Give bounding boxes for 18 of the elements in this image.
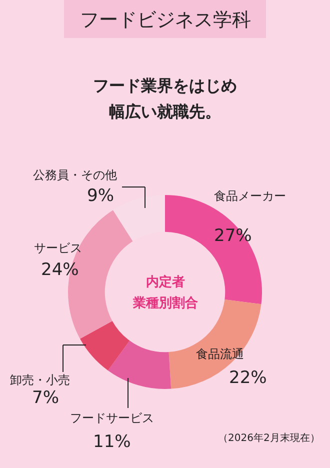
chart-subtitle: フード業界をはじめ幅広い就職先。 [92,75,238,123]
slice-label: 公務員・その他 [33,168,117,182]
data-label: 22% [229,368,267,388]
text: 内定者 [146,274,185,290]
data-label: 9% [87,186,114,206]
donut-slice [108,340,172,389]
slice-label: 食品メーカー [214,189,286,203]
chart-title: フードビジネス学科 [80,9,251,31]
text: （2026年2月末現在） [218,432,320,444]
data-label: 24% [41,260,79,280]
slice-label: サービス [34,241,82,255]
donut-slice [80,320,130,370]
slice-label: フードサービス [70,411,154,425]
text: 業種別割合 [132,295,198,311]
slice-label: 卸売・小売 [10,373,70,387]
slice-label: 食品流通 [196,347,244,361]
data-label: 7% [32,388,59,408]
data-label: 11% [93,432,131,452]
